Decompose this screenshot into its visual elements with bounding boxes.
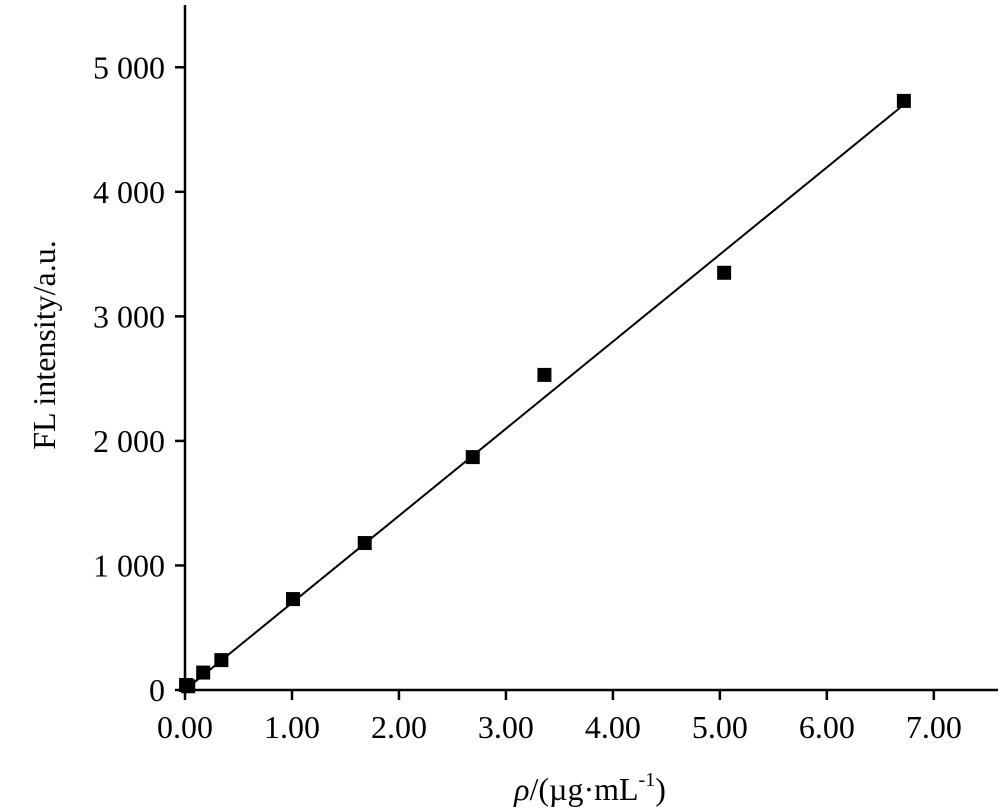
x-tick-label: 0.00 [157, 709, 213, 745]
x-tick-label: 1.00 [264, 709, 320, 745]
y-tick-label: 3 000 [93, 298, 165, 334]
data-point [717, 265, 732, 280]
data-points [179, 93, 911, 694]
y-axis-title: FL intensity/a.u. [26, 240, 62, 449]
ticks: 0.00 1.00 2.00 3.00 4.00 5.00 6.00 7.00 0 1 000 2 … [93, 49, 962, 745]
data-point [896, 93, 911, 108]
x-axis-symbol: ρ [513, 771, 529, 807]
x-tick-label: 2.00 [371, 709, 427, 745]
x-axis-title: ρ/(µg·mL-1) [513, 769, 666, 807]
y-tick-label: 1 000 [93, 547, 165, 583]
data-point [537, 367, 552, 382]
y-tick-label: 0 [149, 672, 165, 708]
x-axis-unit-prefix: /(µg·mL [529, 771, 638, 807]
fit-line [184, 103, 905, 691]
x-tick-label: 3.00 [478, 709, 534, 745]
x-axis-unit-suffix: ) [655, 771, 666, 807]
fit-line-group [184, 103, 905, 691]
x-axis-unit-exponent: -1 [639, 769, 656, 791]
x-tick-label: 4.00 [585, 709, 641, 745]
data-point [357, 536, 372, 551]
x-tick-label: 6.00 [799, 709, 855, 745]
axes [183, 5, 998, 692]
data-point [465, 450, 480, 465]
y-tick-label: 2 000 [93, 423, 165, 459]
data-point [214, 653, 229, 668]
data-point [196, 665, 211, 680]
x-tick-label: 7.00 [906, 709, 962, 745]
data-point [286, 592, 301, 607]
data-point [181, 679, 196, 694]
y-tick-label: 4 000 [93, 174, 165, 210]
x-tick-label: 5.00 [692, 709, 748, 745]
y-tick-label: 5 000 [93, 49, 165, 85]
